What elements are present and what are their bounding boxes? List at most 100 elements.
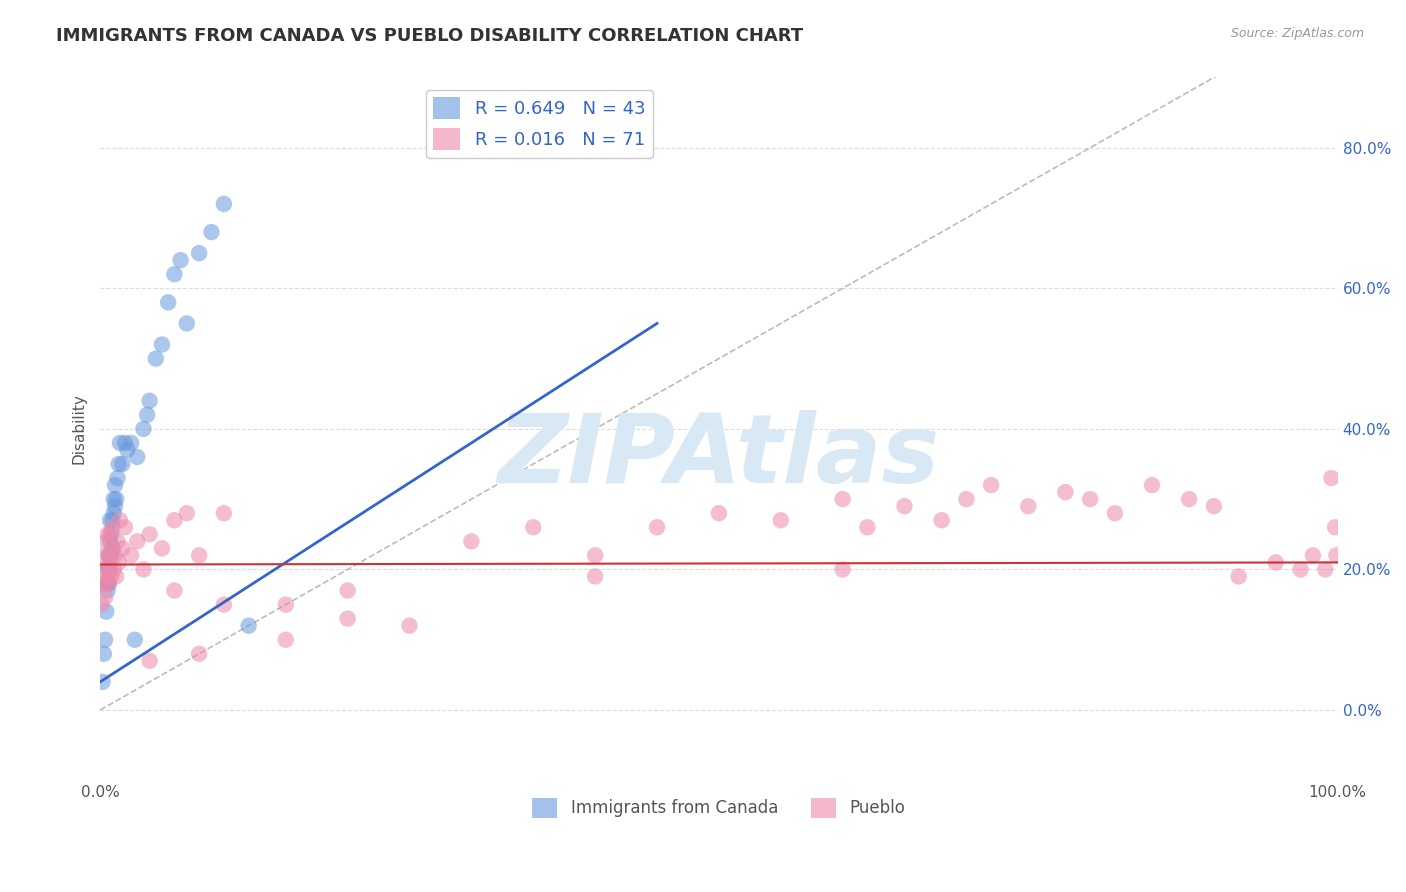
Point (91, 576, 114, 591)
Point (101, 541, 124, 556)
Point (132, 562, 155, 576)
Point (238, 618, 260, 632)
Point (101, 520, 124, 534)
Point (163, 583, 186, 598)
Point (114, 520, 136, 534)
Point (132, 422, 155, 436)
Y-axis label: Disability: Disability (72, 393, 86, 465)
Point (1178, 492, 1201, 507)
Point (101, 541, 124, 556)
Point (831, 562, 853, 576)
Point (120, 549, 142, 563)
Point (100, 549, 122, 563)
Point (274, 632, 297, 647)
Point (105, 569, 128, 583)
Point (96, 605, 118, 619)
Point (100, 527, 122, 541)
Point (96, 576, 118, 591)
Point (931, 513, 953, 527)
Text: ZIPAtlas: ZIPAtlas (498, 410, 941, 503)
Point (1320, 471, 1343, 485)
Point (188, 246, 211, 260)
Point (645, 520, 668, 534)
Point (96, 562, 118, 576)
Point (96, 534, 118, 549)
Point (212, 506, 235, 520)
Point (111, 457, 134, 471)
Point (188, 647, 211, 661)
Point (1289, 562, 1312, 576)
Point (707, 506, 730, 520)
Point (188, 549, 211, 563)
Point (98, 513, 121, 527)
Point (1324, 520, 1347, 534)
Point (163, 513, 186, 527)
Point (980, 478, 1002, 492)
Point (200, 225, 222, 239)
Point (94, 549, 117, 563)
Point (108, 513, 131, 527)
Point (98, 556, 121, 570)
Point (1017, 499, 1039, 513)
Point (117, 442, 139, 457)
Point (94, 591, 117, 605)
Text: IMMIGRANTS FROM CANADA VS PUEBLO DISABILITY CORRELATION CHART: IMMIGRANTS FROM CANADA VS PUEBLO DISABIL… (56, 27, 803, 45)
Point (97, 576, 120, 591)
Point (150, 337, 173, 351)
Point (124, 632, 146, 647)
Point (98, 527, 121, 541)
Point (107, 534, 129, 549)
Point (1302, 549, 1324, 563)
Point (398, 618, 420, 632)
Point (90, 598, 112, 612)
Point (138, 393, 160, 408)
Point (96, 562, 118, 576)
Point (1227, 569, 1250, 583)
Point (91, 674, 114, 689)
Point (136, 408, 159, 422)
Point (1324, 549, 1347, 563)
Point (103, 492, 125, 507)
Point (97, 549, 120, 563)
Text: Source: ZipAtlas.com: Source: ZipAtlas.com (1230, 27, 1364, 40)
Point (769, 513, 792, 527)
Point (103, 506, 125, 520)
Point (583, 569, 606, 583)
Point (583, 549, 606, 563)
Point (169, 253, 191, 268)
Point (138, 654, 160, 668)
Point (104, 478, 127, 492)
Point (114, 436, 136, 450)
Point (212, 598, 235, 612)
Legend: Immigrants from Canada, Pueblo: Immigrants from Canada, Pueblo (526, 791, 912, 825)
Point (127, 534, 149, 549)
Point (98, 562, 121, 576)
Point (157, 295, 180, 310)
Point (176, 506, 198, 520)
Point (104, 549, 127, 563)
Point (1078, 492, 1101, 507)
Point (101, 513, 124, 527)
Point (336, 583, 359, 598)
Point (150, 541, 173, 556)
Point (1104, 506, 1126, 520)
Point (98, 534, 121, 549)
Point (1054, 485, 1077, 500)
Point (1202, 499, 1225, 513)
Point (105, 492, 128, 507)
Point (96, 583, 118, 598)
Point (856, 520, 879, 534)
Point (107, 457, 129, 471)
Point (97, 549, 120, 563)
Point (96, 576, 118, 591)
Point (97, 576, 120, 591)
Point (522, 520, 544, 534)
Point (955, 492, 977, 507)
Point (94, 632, 117, 647)
Point (111, 541, 134, 556)
Point (96, 527, 118, 541)
Point (1315, 562, 1337, 576)
Point (103, 562, 125, 576)
Point (212, 197, 235, 211)
Point (104, 499, 127, 513)
